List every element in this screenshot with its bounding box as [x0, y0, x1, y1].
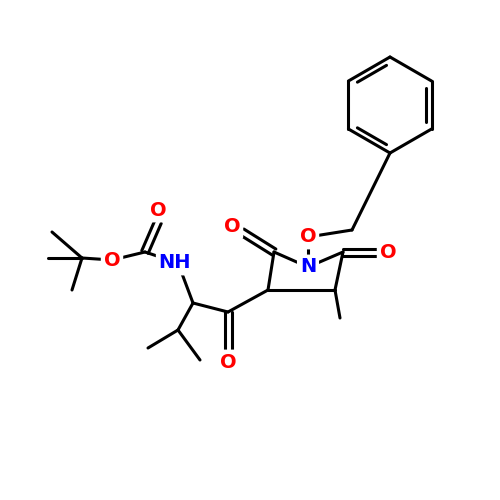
Text: O: O: [150, 200, 166, 220]
Text: O: O: [224, 218, 240, 236]
Text: O: O: [220, 352, 236, 372]
Text: O: O: [300, 228, 316, 246]
Text: O: O: [380, 242, 396, 262]
Text: O: O: [104, 250, 120, 270]
Text: N: N: [300, 258, 316, 276]
Text: NH: NH: [159, 254, 191, 272]
